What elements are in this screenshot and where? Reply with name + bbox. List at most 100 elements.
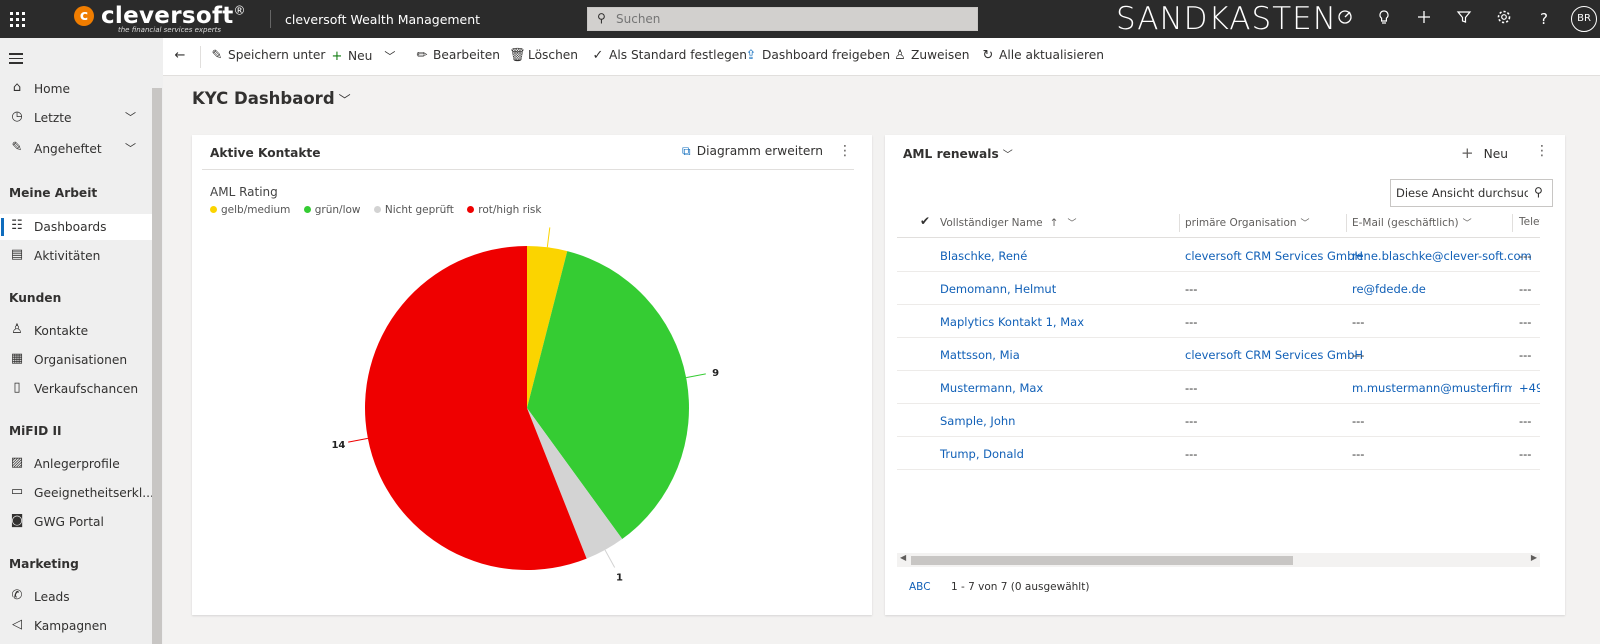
person-icon: ♙ bbox=[11, 322, 23, 337]
sidebar-item-gwg-portal[interactable]: ◙ GWG Portal bbox=[0, 509, 152, 535]
column-header-label: E-Mail (geschäftlich) bbox=[1352, 217, 1459, 229]
cell-name-link[interactable]: Trump, Donald bbox=[940, 447, 1024, 461]
sidebar-item-suitability[interactable]: ▭ Geeignetheitserkl... bbox=[0, 480, 154, 506]
avatar[interactable]: BR bbox=[1571, 6, 1597, 32]
sidebar-item-contacts[interactable]: ♙ Kontakte bbox=[0, 318, 152, 344]
cell-email-link[interactable]: m.mustermann@musterfirma.de bbox=[1352, 381, 1512, 395]
sidebar-item-opportunities[interactable]: ▯ Verkaufschancen bbox=[0, 376, 152, 402]
expand-chart-button[interactable]: ⧉ Diagramm erweitern bbox=[682, 144, 823, 159]
legend-item[interactable]: rot/high risk bbox=[467, 204, 541, 216]
dashboard-icon: ☷ bbox=[11, 218, 23, 233]
set-default-button[interactable]: ✓ Als Standard festlegen bbox=[590, 48, 747, 66]
view-search-input[interactable] bbox=[1396, 185, 1528, 201]
column-separator[interactable] bbox=[1179, 214, 1180, 232]
app-name[interactable]: cleversoft Wealth Management bbox=[285, 12, 481, 27]
sidebar-item-organizations[interactable]: ▦ Organisationen bbox=[0, 347, 152, 373]
chevron-down-icon[interactable]: ﹀ bbox=[384, 50, 396, 63]
global-search-input[interactable] bbox=[616, 10, 956, 28]
view-search[interactable]: ⚲ bbox=[1390, 179, 1553, 207]
table-row[interactable]: Blaschke, René cleversoft CRM Services G… bbox=[897, 239, 1540, 272]
table-row[interactable]: Trump, Donald --- --- --- bbox=[897, 437, 1540, 470]
chart-title: AML Rating bbox=[210, 185, 278, 199]
cell-organization-link[interactable]: cleversoft CRM Services GmbH bbox=[1185, 249, 1364, 263]
refresh-all-button[interactable]: ↻ Alle aktualisieren bbox=[980, 48, 1104, 66]
arrow-left-icon: ← bbox=[174, 48, 186, 63]
column-header-phone[interactable]: Telefon bbox=[1519, 216, 1540, 228]
cell-name-link[interactable]: Demomann, Helmut bbox=[940, 282, 1057, 296]
help-icon[interactable]: ? bbox=[1540, 10, 1548, 28]
more-options-icon[interactable]: ⋮ bbox=[1535, 143, 1549, 159]
sidebar-item-dashboards[interactable]: ☷ Dashboards bbox=[0, 214, 152, 240]
pie-slice-0[interactable] bbox=[527, 246, 568, 408]
jump-bar-toggle[interactable]: ABC bbox=[909, 581, 931, 593]
table-row[interactable]: Sample, John --- --- --- bbox=[897, 404, 1540, 437]
table-row[interactable]: Mattsson, Mia cleversoft CRM Services Gm… bbox=[897, 338, 1540, 371]
more-options-icon[interactable]: ⋮ bbox=[838, 143, 852, 159]
sidebar-item-label: Organisationen bbox=[34, 353, 128, 367]
filter-icon[interactable] bbox=[1454, 9, 1474, 29]
pie-slice-2[interactable] bbox=[527, 408, 623, 559]
sidebar-item-activities[interactable]: ▤ Aktivitäten bbox=[0, 243, 152, 269]
legend-item[interactable]: Nicht geprüft bbox=[373, 204, 454, 216]
pie-slice-3[interactable] bbox=[365, 246, 587, 570]
view-title: AML renewals bbox=[903, 147, 999, 161]
legend-item[interactable]: gelb/medium bbox=[210, 204, 290, 216]
sidebar-item-home[interactable]: ⌂ Home bbox=[0, 76, 152, 102]
sidebar-item-label: Leads bbox=[34, 590, 70, 604]
cell-name-link[interactable]: Sample, John bbox=[940, 414, 1016, 428]
save-as-label: Speichern unter bbox=[228, 48, 326, 62]
column-separator[interactable] bbox=[1512, 214, 1513, 232]
global-search[interactable]: ⚲ bbox=[587, 7, 978, 31]
chevron-down-icon[interactable]: ﹀ bbox=[125, 111, 136, 124]
select-all-checkbox[interactable]: ✔ bbox=[920, 214, 931, 228]
sidebar-scrollbar[interactable] bbox=[152, 88, 162, 644]
chevron-down-icon[interactable]: ﹀ bbox=[125, 142, 136, 155]
legend-item[interactable]: grün/low bbox=[303, 204, 361, 216]
column-header-organization[interactable]: primäre Organisation ﹀ bbox=[1185, 216, 1310, 229]
cell-email-link[interactable]: re@fdede.de bbox=[1352, 282, 1426, 296]
delete-button[interactable]: 🗑 Löschen bbox=[509, 48, 578, 66]
cell-name-link[interactable]: Mustermann, Max bbox=[940, 381, 1044, 395]
dashboard-selector[interactable]: KYC Dashbaord ﹀ bbox=[192, 89, 351, 108]
scrollbar-thumb[interactable] bbox=[911, 556, 1293, 565]
sidebar-item-campaigns[interactable]: ◁ Kampagnen bbox=[0, 613, 152, 639]
cell-phone-link[interactable]: +49 9 bbox=[1519, 381, 1540, 395]
scroll-left-icon[interactable]: ◀ bbox=[900, 553, 907, 562]
gear-icon[interactable] bbox=[1494, 9, 1514, 29]
search-icon[interactable]: ⚲ bbox=[1534, 185, 1543, 199]
pie-slice-1[interactable] bbox=[527, 251, 689, 540]
sidebar-item-investor-profiles[interactable]: ▨ Anlegerprofile bbox=[0, 451, 152, 477]
table-row[interactable]: Mustermann, Max --- m.mustermann@musterf… bbox=[897, 371, 1540, 404]
cell-name-link[interactable]: Blaschke, René bbox=[940, 249, 1028, 263]
edit-button[interactable]: ✏ Bearbeiten bbox=[414, 48, 500, 66]
cell-email-link[interactable]: rene.blaschke@clever-soft.com bbox=[1352, 249, 1532, 263]
assign-button[interactable]: ♙ Zuweisen bbox=[892, 48, 969, 66]
hamburger-menu-icon[interactable] bbox=[9, 53, 23, 67]
view-selector[interactable]: AML renewals ﹀ bbox=[903, 146, 1013, 161]
save-as-button[interactable]: ✎ Speichern unter bbox=[209, 48, 326, 66]
page-scrollbar[interactable] bbox=[1592, 120, 1600, 644]
cell-name-link[interactable]: Maplytics Kontakt 1, Max bbox=[940, 315, 1085, 329]
cell-organization-link[interactable]: cleversoft CRM Services GmbH bbox=[1185, 348, 1364, 362]
sidebar-item-recent[interactable]: ◷ Letzte ﹀ bbox=[0, 105, 152, 131]
table-row[interactable]: Maplytics Kontakt 1, Max --- --- --- bbox=[897, 305, 1540, 338]
sidebar-item-pinned[interactable]: ✎ Angeheftet ﹀ bbox=[0, 136, 152, 162]
new-button[interactable]: + Neu ﹀ bbox=[329, 48, 396, 66]
horizontal-scrollbar[interactable]: ◀ ▶ bbox=[897, 553, 1540, 567]
lightbulb-icon[interactable] bbox=[1374, 9, 1394, 29]
column-header-name[interactable]: Vollständiger Name ↑ ﹀ bbox=[940, 216, 1076, 229]
app-launcher-icon[interactable] bbox=[10, 12, 25, 27]
scroll-right-icon[interactable]: ▶ bbox=[1530, 553, 1537, 562]
top-bar: c cleversoft® the financial services exp… bbox=[0, 0, 1600, 38]
back-button[interactable]: ← bbox=[172, 48, 191, 66]
column-separator[interactable] bbox=[1346, 214, 1347, 232]
plus-icon[interactable] bbox=[1414, 9, 1434, 29]
chart-card: Aktive Kontakte ⧉ Diagramm erweitern ⋮ AM… bbox=[192, 135, 872, 615]
column-header-email[interactable]: E-Mail (geschäftlich) ﹀ bbox=[1352, 216, 1472, 229]
cell-name-link[interactable]: Mattsson, Mia bbox=[940, 348, 1020, 362]
share-dashboard-button[interactable]: ⇪ Dashboard freigeben bbox=[743, 48, 891, 66]
sidebar-item-leads[interactable]: ✆ Leads bbox=[0, 584, 152, 610]
new-record-button[interactable]: + Neu bbox=[1461, 144, 1508, 162]
target-icon[interactable] bbox=[1335, 9, 1355, 29]
table-row[interactable]: Demomann, Helmut --- re@fdede.de --- bbox=[897, 272, 1540, 305]
